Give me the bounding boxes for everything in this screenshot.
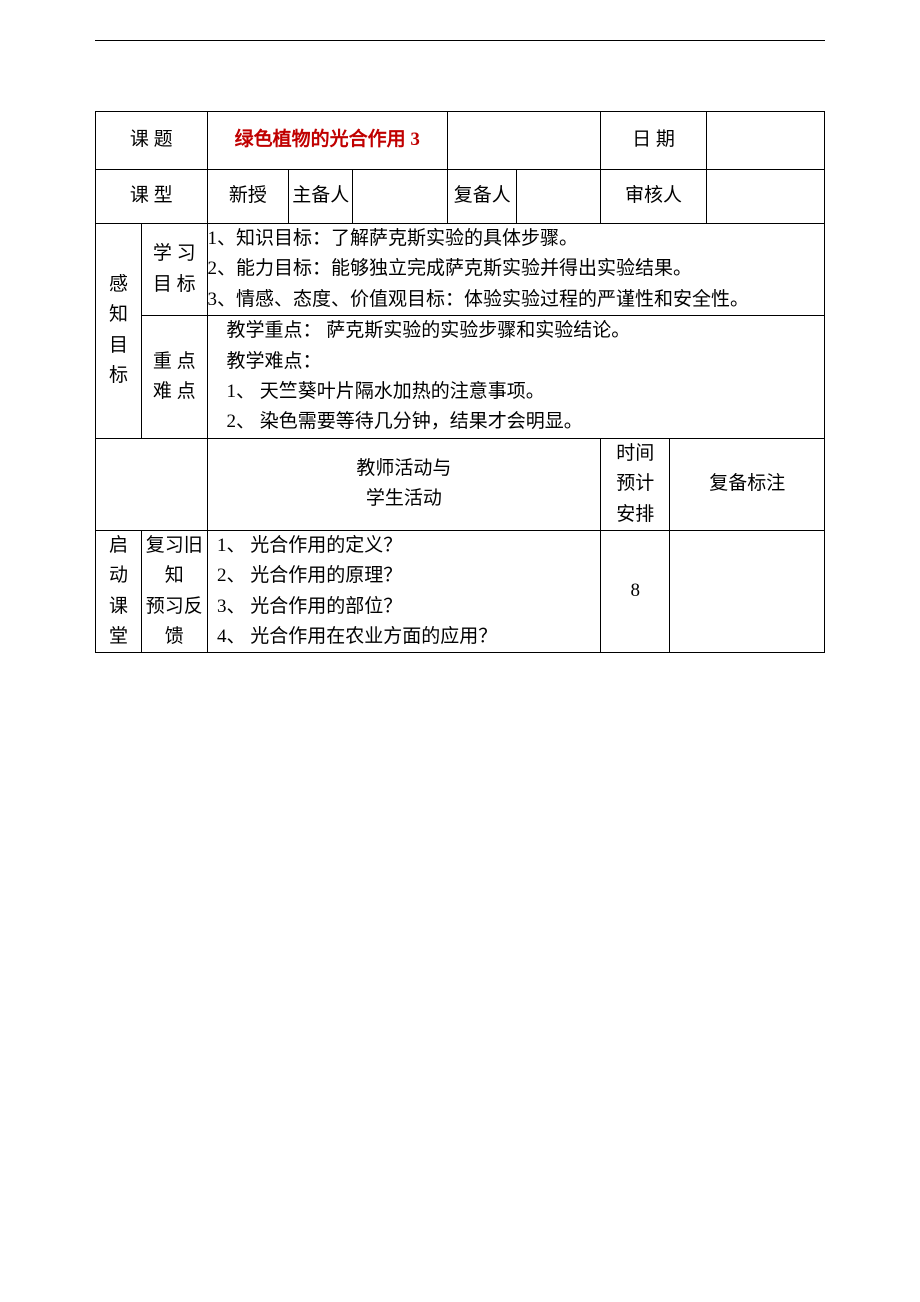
xuexi-line-1: 1、知识目标：了解萨克斯实验的具体步骤。: [208, 224, 824, 254]
value-zhubeiren: [353, 170, 448, 224]
label-keti: 课 题: [130, 129, 173, 150]
label-xuexi-mubiao: 学 习目 标: [153, 243, 196, 294]
label-riqi: 日 期: [632, 129, 675, 150]
content-qdkt-activity: 1、 光合作用的定义？ 2、 光合作用的原理？ 3、 光合作用的部位？ 4、 光…: [207, 530, 601, 653]
qdkt-line-2: 2、 光合作用的原理？: [208, 561, 601, 591]
label-fubeiren: 复备人: [454, 185, 511, 206]
header-activity-l2: 学生活动: [366, 488, 442, 509]
row-activity-header: 教师活动与 学生活动 时间 预计 安排 复备标注: [96, 438, 825, 530]
row-class-type: 课 型 新授 主备人 复备人 审核人: [96, 170, 825, 224]
header-fubei-label: 复备标注: [709, 473, 785, 494]
blank-header-left: [96, 438, 208, 530]
value-qdkt-fubei: [670, 530, 825, 653]
xuexi-line-2: 2、能力目标：能够独立完成萨克斯实验并得出实验结果。: [208, 254, 824, 284]
header-fubei: 复备标注: [670, 438, 825, 530]
zdnd-line-4: 2、 染色需要等待几分钟，结果才会明显。: [208, 407, 824, 437]
label-zhubeiren: 主备人: [292, 185, 349, 206]
zdnd-line-2: 教学难点：: [208, 347, 824, 377]
value-shenheren: [706, 170, 824, 224]
qdkt-line-3: 3、 光合作用的部位？: [208, 592, 601, 622]
label-shenheren: 审核人: [625, 185, 682, 206]
value-keti: 绿色植物的光合作用 3: [235, 129, 420, 150]
label-fxjz: 复习旧知预习反馈: [141, 530, 207, 653]
header-activity-l1: 教师活动与: [356, 458, 451, 479]
header-time: 时间 预计 安排: [601, 438, 670, 530]
zdnd-line-3: 1、 天竺葵叶片隔水加热的注意事项。: [208, 377, 824, 407]
label-ganzhimubiao: 感知目标: [109, 274, 128, 386]
document-page: 课 题 绿色植物的光合作用 3 日 期 课 型 新授 主备人: [0, 0, 920, 653]
value-qdkt-time: 8: [601, 530, 670, 653]
row-learning-objectives: 感知目标 学 习目 标 1、知识目标：了解萨克斯实验的具体步骤。 2、能力目标：…: [96, 224, 825, 316]
xuexi-line-3: 3、情感、态度、价值观目标：体验实验过程的严谨性和安全性。: [208, 285, 824, 315]
lesson-plan-table: 课 题 绿色植物的光合作用 3 日 期 课 型 新授 主备人: [95, 111, 825, 653]
zdnd-line-1: 教学重点： 萨克斯实验的实验步骤和实验结论。: [208, 316, 824, 346]
top-horizontal-rule: [95, 40, 825, 41]
value-fubeiren: [517, 170, 601, 224]
content-zdnd: 教学重点： 萨克斯实验的实验步骤和实验结论。 教学难点： 1、 天竺葵叶片隔水加…: [207, 316, 824, 439]
label-qdkt: 启动课堂: [109, 535, 128, 647]
row-startup-class: 启动课堂 复习旧知预习反馈 1、 光合作用的定义？ 2、 光合作用的原理？ 3、…: [96, 530, 825, 653]
header-time-l3: 安排: [616, 504, 654, 525]
qdkt-time-text: 8: [631, 580, 641, 601]
content-xuexi-mubiao: 1、知识目标：了解萨克斯实验的具体步骤。 2、能力目标：能够独立完成萨克斯实验并…: [207, 224, 824, 316]
value-kexing: 新授: [229, 185, 267, 206]
qdkt-line-1: 1、 光合作用的定义？: [208, 531, 601, 561]
row-topic: 课 题 绿色植物的光合作用 3 日 期: [96, 112, 825, 170]
qdkt-line-4: 4、 光合作用在农业方面的应用？: [208, 622, 601, 652]
blank-after-topic: [448, 112, 601, 170]
label-kexing: 课 型: [130, 185, 173, 206]
header-time-l2: 预计: [616, 473, 654, 494]
row-key-difficulties: 重 点难 点 教学重点： 萨克斯实验的实验步骤和实验结论。 教学难点： 1、 天…: [96, 316, 825, 439]
value-riqi: [706, 112, 824, 170]
header-time-l1: 时间: [616, 443, 654, 464]
label-zdnd: 重 点难 点: [153, 351, 196, 402]
header-activity: 教师活动与 学生活动: [207, 438, 601, 530]
